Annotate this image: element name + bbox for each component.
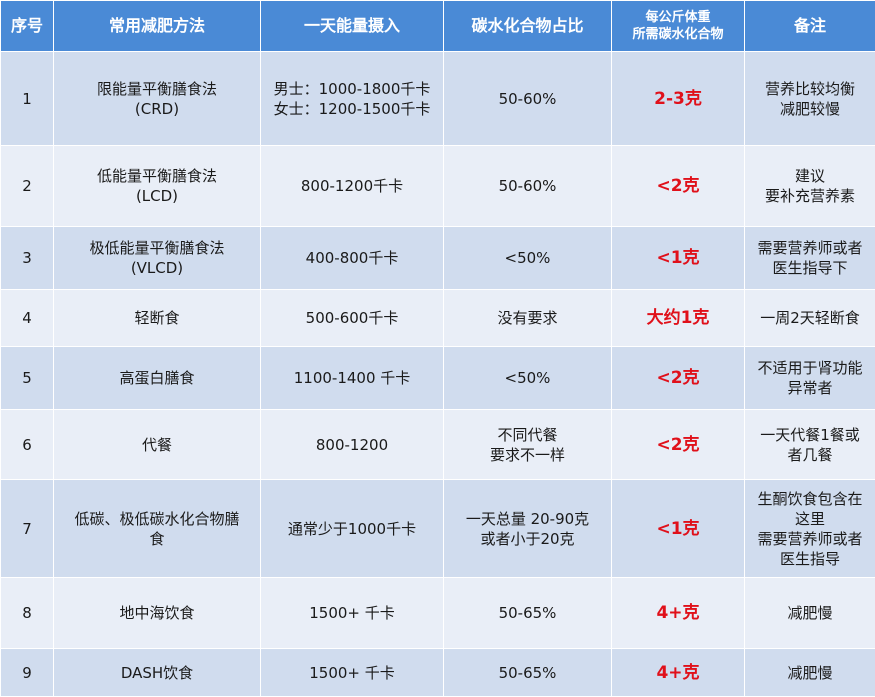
cell-no: 9 <box>1 649 54 697</box>
cell-energy: 1500+ 千卡 <box>261 578 444 649</box>
cell-no: 2 <box>1 146 54 227</box>
cell-energy: 1100-1400 千卡 <box>261 347 444 410</box>
table-row: 8 地中海饮食 1500+ 千卡 50-65% 4+克 减肥慢 <box>1 578 875 649</box>
cell-ratio: <50% <box>444 227 612 290</box>
header-energy: 一天能量摄入 <box>261 1 444 52</box>
cell-method: 极低能量平衡膳食法 (VLCD) <box>54 227 261 290</box>
cell-energy: 400-800千卡 <box>261 227 444 290</box>
header-no: 序号 <box>1 1 54 52</box>
cell-ratio: 一天总量 20-90克 或者小于20克 <box>444 480 612 578</box>
cell-note: 生酮饮食包含在 这里 需要营养师或者 医生指导 <box>745 480 875 578</box>
cell-ratio: 不同代餐 要求不一样 <box>444 410 612 480</box>
cell-no: 7 <box>1 480 54 578</box>
table-row: 6 代餐 800-1200 不同代餐 要求不一样 <2克 一天代餐1餐或 者几餐 <box>1 410 875 480</box>
cell-energy: 800-1200 <box>261 410 444 480</box>
cell-carb: 大约1克 <box>612 290 745 347</box>
cell-carb: <1克 <box>612 227 745 290</box>
cell-ratio: 没有要求 <box>444 290 612 347</box>
cell-energy: 800-1200千卡 <box>261 146 444 227</box>
cell-note: 营养比较均衡 减肥较慢 <box>745 52 875 146</box>
cell-note: 减肥慢 <box>745 578 875 649</box>
cell-method: 低碳、极低碳水化合物膳 食 <box>54 480 261 578</box>
cell-note: 一周2天轻断食 <box>745 290 875 347</box>
cell-method: 地中海饮食 <box>54 578 261 649</box>
table-row: 9 DASH饮食 1500+ 千卡 50-65% 4+克 减肥慢 <box>1 649 875 697</box>
cell-energy: 男士：1000-1800千卡 女士：1200-1500千卡 <box>261 52 444 146</box>
table-row: 3 极低能量平衡膳食法 (VLCD) 400-800千卡 <50% <1克 需要… <box>1 227 875 290</box>
cell-no: 4 <box>1 290 54 347</box>
cell-note: 一天代餐1餐或 者几餐 <box>745 410 875 480</box>
header-note: 备注 <box>745 1 875 52</box>
cell-carb: <2克 <box>612 410 745 480</box>
cell-method: 代餐 <box>54 410 261 480</box>
cell-carb: 4+克 <box>612 578 745 649</box>
cell-no: 1 <box>1 52 54 146</box>
cell-carb: <2克 <box>612 347 745 410</box>
cell-no: 3 <box>1 227 54 290</box>
cell-no: 8 <box>1 578 54 649</box>
header-ratio: 碳水化合物占比 <box>444 1 612 52</box>
cell-carb: <1克 <box>612 480 745 578</box>
cell-ratio: 50-60% <box>444 146 612 227</box>
table-row: 5 高蛋白膳食 1100-1400 千卡 <50% <2克 不适用于肾功能 异常… <box>1 347 875 410</box>
cell-note: 建议 要补充营养素 <box>745 146 875 227</box>
cell-energy: 500-600千卡 <box>261 290 444 347</box>
cell-note: 减肥慢 <box>745 649 875 697</box>
table-row: 2 低能量平衡膳食法 (LCD) 800-1200千卡 50-60% <2克 建… <box>1 146 875 227</box>
cell-ratio: 50-60% <box>444 52 612 146</box>
cell-ratio: 50-65% <box>444 649 612 697</box>
cell-carb: <2克 <box>612 146 745 227</box>
cell-method: 高蛋白膳食 <box>54 347 261 410</box>
cell-note: 不适用于肾功能 异常者 <box>745 347 875 410</box>
cell-method: DASH饮食 <box>54 649 261 697</box>
header-carb: 每公斤体重 所需碳水化合物 <box>612 1 745 52</box>
table-row: 7 低碳、极低碳水化合物膳 食 通常少于1000千卡 一天总量 20-90克 或… <box>1 480 875 578</box>
cell-method: 轻断食 <box>54 290 261 347</box>
cell-carb: 4+克 <box>612 649 745 697</box>
cell-no: 5 <box>1 347 54 410</box>
cell-method: 低能量平衡膳食法 (LCD) <box>54 146 261 227</box>
header-row: 序号 常用减肥方法 一天能量摄入 碳水化合物占比 每公斤体重 所需碳水化合物 备… <box>1 1 875 52</box>
cell-carb: 2-3克 <box>612 52 745 146</box>
table-row: 4 轻断食 500-600千卡 没有要求 大约1克 一周2天轻断食 <box>1 290 875 347</box>
cell-ratio: <50% <box>444 347 612 410</box>
cell-energy: 通常少于1000千卡 <box>261 480 444 578</box>
cell-ratio: 50-65% <box>444 578 612 649</box>
table-row: 1 限能量平衡膳食法 (CRD) 男士：1000-1800千卡 女士：1200-… <box>1 52 875 146</box>
header-method: 常用减肥方法 <box>54 1 261 52</box>
cell-method: 限能量平衡膳食法 (CRD) <box>54 52 261 146</box>
cell-no: 6 <box>1 410 54 480</box>
cell-energy: 1500+ 千卡 <box>261 649 444 697</box>
cell-note: 需要营养师或者 医生指导下 <box>745 227 875 290</box>
